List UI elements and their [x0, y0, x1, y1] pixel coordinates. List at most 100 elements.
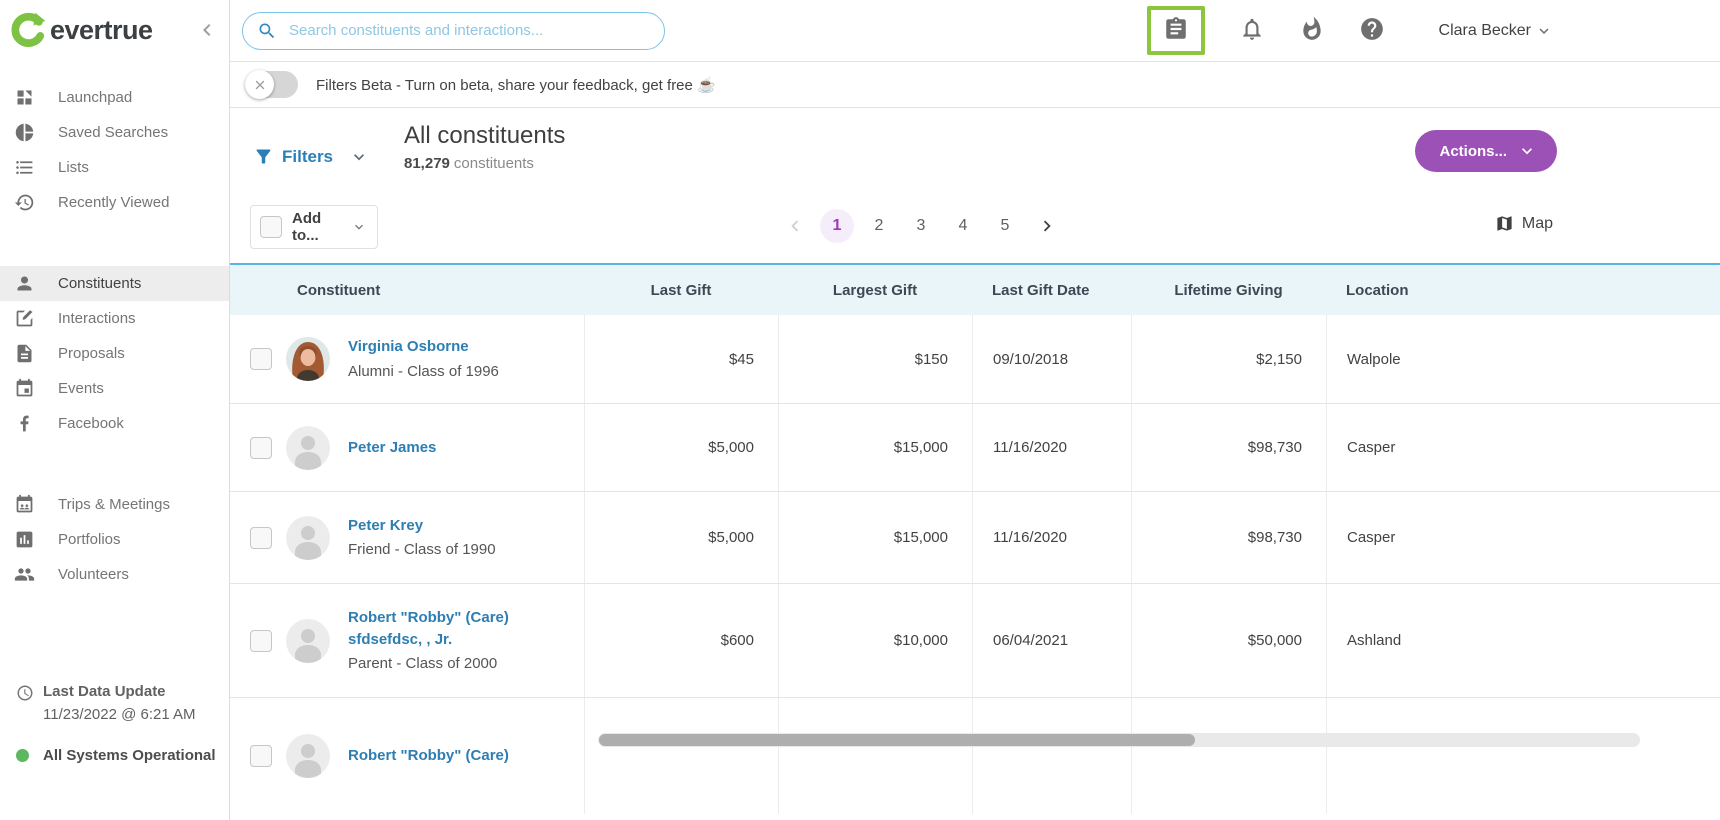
next-page-button[interactable] [1030, 209, 1064, 243]
sidebar-collapse-button[interactable] [195, 18, 219, 42]
constituent-link[interactable]: Peter Krey [348, 516, 424, 534]
constituent-link[interactable]: Robert "Robby" (Care) sfdsefdsc, , Jr. [348, 608, 509, 648]
system-status-text: All Systems Operational [43, 747, 216, 764]
constituents-table: Constituent Last Gift Largest Gift Last … [230, 263, 1720, 814]
sidebar-item-interactions[interactable]: Interactions [0, 301, 229, 336]
column-header-last-gift-date[interactable]: Last Gift Date [992, 281, 1090, 299]
clipboard-button[interactable] [1146, 6, 1205, 55]
bell-icon [1239, 16, 1265, 45]
row-checkbox[interactable] [250, 348, 272, 370]
map-button[interactable]: Map [1495, 214, 1553, 233]
global-search[interactable] [242, 11, 665, 50]
column-header-constituent[interactable]: Constituent [297, 281, 381, 299]
row-checkbox[interactable] [250, 436, 272, 459]
help-button[interactable] [1359, 16, 1385, 45]
sidebar-item-portfolios[interactable]: Portfolios [0, 522, 229, 557]
sidebar-item-proposals[interactable]: Proposals [0, 336, 229, 371]
avatar[interactable] [286, 425, 330, 470]
calendar-icon [14, 378, 35, 399]
user-menu[interactable]: Clara Becker [1439, 22, 1553, 40]
constituent-link[interactable]: Robert "Robby" (Care) [348, 747, 509, 765]
last-gift-value [584, 698, 778, 814]
avatar[interactable] [286, 734, 330, 778]
sidebar-item-recently-viewed[interactable]: Recently Viewed [0, 185, 229, 220]
document-icon [14, 343, 35, 364]
column-header-location[interactable]: Location [1346, 281, 1409, 299]
column-header-largest-gift[interactable]: Largest Gift [832, 281, 918, 299]
constituent-subtitle: Alumni - Class of 1996 [348, 362, 499, 380]
sidebar: evertrue Launchpad Saved Searches Lists … [0, 0, 230, 820]
calendar-people-icon [14, 494, 35, 515]
person-icon [14, 273, 35, 294]
lifetime-giving-value: $98,730 [1131, 404, 1326, 491]
location-value: Casper [1326, 404, 1720, 491]
chevron-down-icon [1535, 22, 1553, 40]
add-to-dropdown[interactable]: Add to... [250, 205, 378, 249]
page-header: Filters All constituents 81,279 constitue… [230, 108, 1720, 205]
chevron-right-icon [1036, 215, 1058, 237]
prev-page-button[interactable] [778, 209, 812, 243]
evertrue-logo-icon [8, 10, 48, 50]
table-row: Virginia Osborne Alumni - Class of 1996 … [230, 315, 1720, 403]
chevron-left-icon [784, 215, 806, 237]
sidebar-nav: Launchpad Saved Searches Lists Recently … [0, 80, 229, 592]
clock-icon [16, 684, 34, 702]
row-checkbox[interactable] [250, 526, 272, 549]
list-toolbar: Add to... 1 2 3 4 5 Map [230, 205, 1720, 263]
page-button-5[interactable]: 5 [988, 209, 1022, 243]
lifetime-giving-value [1131, 698, 1326, 814]
actions-button[interactable]: Actions... [1415, 130, 1557, 172]
search-input[interactable] [289, 22, 650, 39]
sidebar-item-volunteers[interactable]: Volunteers [0, 557, 229, 592]
beta-toggle[interactable] [245, 70, 298, 99]
lifetime-giving-value: $2,150 [1131, 315, 1326, 403]
column-header-last-gift[interactable]: Last Gift [650, 281, 712, 299]
sidebar-item-launchpad[interactable]: Launchpad [0, 80, 229, 115]
page-button-3[interactable]: 3 [904, 209, 938, 243]
avatar[interactable] [286, 337, 330, 381]
row-checkbox[interactable] [250, 745, 272, 767]
main-content: Clara Becker Filters Beta - Turn on beta… [230, 0, 1720, 820]
location-value: Ashland [1326, 584, 1720, 697]
filters-beta-banner: Filters Beta - Turn on beta, share your … [230, 62, 1720, 108]
pie-chart-icon [14, 122, 35, 143]
row-checkbox[interactable] [250, 629, 272, 652]
sidebar-item-constituents[interactable]: Constituents [0, 266, 229, 301]
avatar[interactable] [286, 515, 330, 560]
filters-dropdown[interactable]: Filters [253, 146, 369, 167]
page-button-1[interactable]: 1 [820, 209, 854, 243]
beta-banner-text: Filters Beta - Turn on beta, share your … [316, 76, 716, 94]
horizontal-scrollbar[interactable] [598, 733, 1640, 747]
chevron-down-icon [351, 219, 367, 235]
last-data-update-label: Last Data Update [43, 683, 166, 700]
pagination: 1 2 3 4 5 [778, 209, 1064, 243]
sidebar-footer: Last Data Update 11/23/2022 @ 6:21 AM Al… [0, 683, 229, 764]
table-row: Robert "Robby" (Care) [230, 697, 1720, 814]
constituent-count: 81,279 constituents [404, 155, 534, 172]
sidebar-item-events[interactable]: Events [0, 371, 229, 406]
avatar[interactable] [286, 618, 330, 663]
largest-gift-value: $15,000 [778, 492, 972, 583]
select-all-checkbox[interactable] [260, 216, 282, 238]
sidebar-item-saved-searches[interactable]: Saved Searches [0, 115, 229, 150]
last-gift-date-value: 11/16/2020 [972, 404, 1131, 491]
page-button-2[interactable]: 2 [862, 209, 896, 243]
lifetime-giving-value: $50,000 [1131, 584, 1326, 697]
chevron-down-icon [349, 147, 369, 167]
toggle-off-x-icon [245, 70, 274, 99]
table-row: Robert "Robby" (Care) sfdsefdsc, , Jr. P… [230, 583, 1720, 697]
whats-hot-button[interactable] [1299, 16, 1325, 45]
location-value [1326, 698, 1720, 814]
largest-gift-value [778, 698, 972, 814]
sidebar-item-facebook[interactable]: Facebook [0, 406, 229, 441]
page-button-4[interactable]: 4 [946, 209, 980, 243]
scrollbar-thumb[interactable] [599, 734, 1195, 746]
column-header-lifetime-giving[interactable]: Lifetime Giving [1174, 281, 1283, 299]
notifications-button[interactable] [1239, 16, 1265, 45]
largest-gift-value: $150 [778, 315, 972, 403]
flame-icon [1299, 16, 1325, 45]
constituent-link[interactable]: Peter James [348, 438, 437, 456]
constituent-link[interactable]: Virginia Osborne [348, 338, 469, 356]
sidebar-item-lists[interactable]: Lists [0, 150, 229, 185]
sidebar-item-trips-meetings[interactable]: Trips & Meetings [0, 487, 229, 522]
